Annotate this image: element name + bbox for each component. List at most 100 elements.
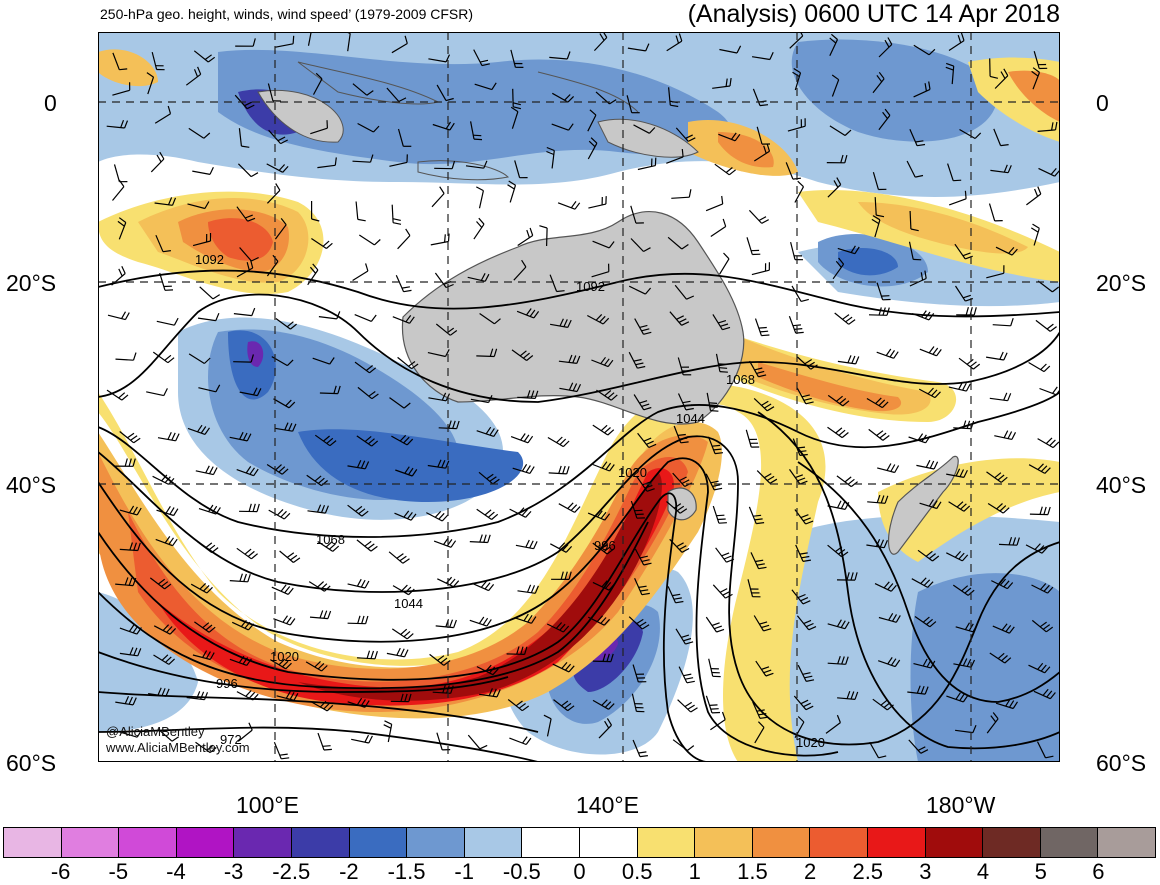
wind-barb bbox=[715, 353, 728, 373]
wind-barb bbox=[667, 236, 689, 250]
wind-barb bbox=[747, 579, 761, 598]
color-scale-swatch bbox=[119, 828, 177, 857]
wind-barb bbox=[436, 732, 451, 751]
color-scale-swatch bbox=[925, 828, 984, 857]
wind-barb bbox=[391, 434, 414, 446]
wind-barb bbox=[948, 382, 971, 392]
wind-barb bbox=[514, 613, 537, 624]
wind-barb bbox=[356, 435, 379, 447]
wind-barb bbox=[907, 685, 929, 695]
wind-barb bbox=[634, 318, 652, 335]
color-scale-swatch bbox=[1098, 828, 1155, 857]
lat-label-20s-left: 20°S bbox=[6, 270, 57, 296]
wind-barb bbox=[793, 695, 814, 711]
wind-barb bbox=[155, 234, 171, 253]
wind-barb bbox=[151, 51, 165, 71]
wind-barb bbox=[989, 392, 1012, 402]
wind-barb bbox=[675, 127, 696, 142]
color-scale-swatch bbox=[810, 828, 868, 857]
color-scale-swatch bbox=[464, 828, 523, 857]
wind-barb bbox=[827, 426, 849, 439]
wind-barb bbox=[517, 584, 539, 594]
wind-barb bbox=[1036, 741, 1054, 759]
wind-barb bbox=[185, 66, 202, 86]
wind-barb bbox=[750, 552, 767, 570]
wind-barb bbox=[628, 616, 650, 630]
wind-barb bbox=[239, 503, 260, 513]
color-scale-tick-label: -6 bbox=[50, 859, 71, 884]
color-scale-tick-label: -5 bbox=[108, 859, 129, 884]
wind-barb bbox=[549, 318, 572, 328]
wind-barb bbox=[392, 315, 415, 324]
wind-barb bbox=[473, 217, 485, 240]
wind-barb bbox=[112, 179, 125, 201]
wind-barb bbox=[796, 615, 817, 631]
wind-barb bbox=[352, 83, 374, 96]
wind-barb bbox=[476, 664, 499, 676]
wind-barb bbox=[667, 586, 684, 604]
wind-barb bbox=[1029, 506, 1051, 516]
wind-barb bbox=[511, 349, 534, 361]
wind-barb bbox=[306, 474, 328, 487]
contour-label: 1044 bbox=[676, 411, 705, 426]
wind-barb bbox=[710, 218, 727, 237]
wind-barb bbox=[878, 108, 891, 131]
map-title: (Analysis) 0600 UTC 14 Apr 2018 bbox=[687, 0, 1060, 28]
wind-barb bbox=[1037, 437, 1060, 449]
wind-barb bbox=[677, 393, 694, 411]
wind-barb bbox=[152, 351, 175, 364]
wind-barb bbox=[311, 700, 334, 712]
wind-barb bbox=[752, 701, 768, 719]
wind-barb bbox=[470, 394, 493, 404]
wind-barb bbox=[352, 263, 369, 282]
wind-barb bbox=[587, 510, 611, 521]
wind-barb bbox=[195, 465, 218, 476]
wind-barb bbox=[358, 234, 381, 246]
wind-barb bbox=[827, 177, 842, 198]
wind-barb bbox=[1039, 386, 1060, 396]
color-scale-swatch bbox=[349, 828, 408, 857]
wind-barb bbox=[271, 584, 294, 595]
wind-barb bbox=[513, 259, 527, 281]
wind-barb bbox=[111, 266, 126, 286]
wind-barb bbox=[677, 699, 698, 713]
contour-line bbox=[98, 391, 1060, 538]
wind-barb bbox=[587, 615, 611, 626]
wind-barb bbox=[756, 126, 771, 145]
wind-barb bbox=[1035, 319, 1057, 332]
wind-barb bbox=[552, 662, 575, 673]
wind-barb bbox=[953, 420, 975, 430]
wind-barb bbox=[669, 311, 690, 326]
wind-barb bbox=[194, 621, 216, 633]
wind-barb bbox=[311, 238, 333, 249]
wind-barb bbox=[397, 356, 419, 370]
wind-barb bbox=[312, 357, 335, 365]
wind-barb bbox=[1033, 51, 1048, 70]
wind-barb bbox=[1025, 543, 1048, 554]
wind-barb bbox=[233, 354, 254, 363]
wind-barb bbox=[633, 394, 652, 411]
wind-barb bbox=[754, 721, 765, 744]
wind-barb bbox=[236, 260, 254, 278]
wind-barb bbox=[268, 508, 291, 520]
wind-barb bbox=[229, 655, 252, 666]
color-scale-tick-label: 3 bbox=[919, 859, 932, 884]
wind-barb bbox=[791, 285, 809, 302]
wind-barb bbox=[357, 122, 380, 133]
wind-barb bbox=[712, 78, 732, 89]
wind-barb bbox=[911, 577, 934, 588]
wind-barb bbox=[919, 346, 942, 357]
wind-barb bbox=[827, 619, 850, 630]
wind-barb bbox=[715, 547, 735, 563]
wind-barb bbox=[995, 699, 1019, 710]
credit-url: www.AliciaMBentley.com bbox=[106, 740, 250, 755]
lat-label-60s-right: 60°S bbox=[1096, 750, 1147, 776]
color-scale-tick-label: 0 bbox=[573, 859, 586, 884]
wind-barb bbox=[386, 647, 409, 658]
wind-barb bbox=[1037, 280, 1060, 293]
wind-barb bbox=[390, 693, 412, 703]
wind-barb bbox=[548, 465, 570, 475]
wind-barb bbox=[391, 204, 402, 225]
wind-barb bbox=[1030, 223, 1040, 246]
wind-barb bbox=[273, 741, 290, 760]
